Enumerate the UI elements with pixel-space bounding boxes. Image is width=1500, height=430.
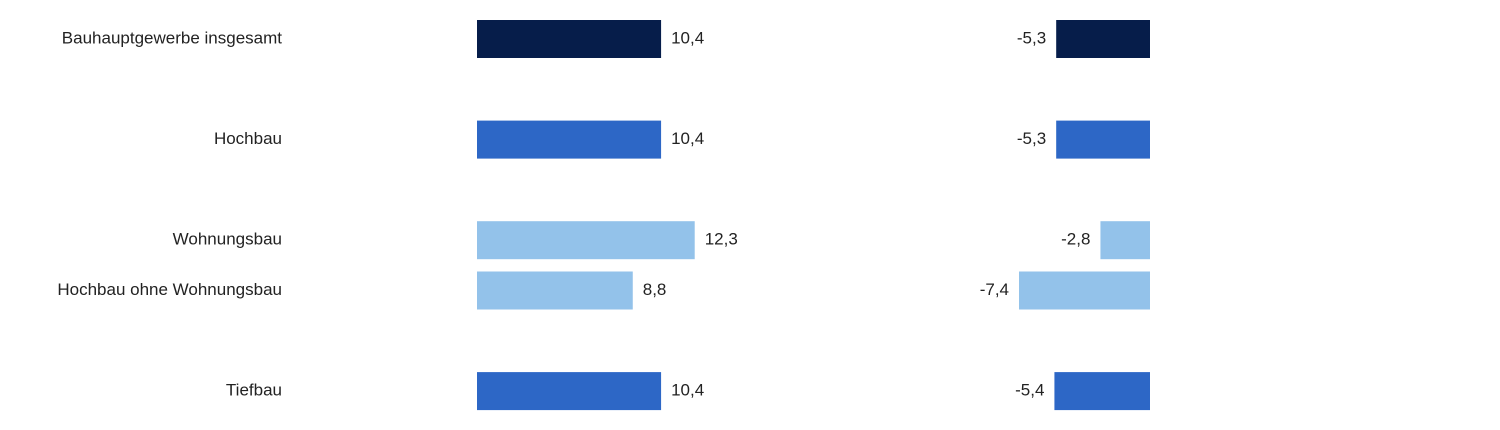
value-label: 10,4 — [671, 28, 704, 47]
value-label: -5,4 — [1015, 381, 1044, 400]
category-label: Tiefbau — [226, 381, 282, 400]
bar — [1019, 271, 1150, 310]
bar — [477, 20, 662, 58]
value-label: 8,8 — [643, 280, 667, 299]
bar — [1054, 372, 1150, 411]
value-label: -5,3 — [1017, 129, 1046, 148]
category-label: Hochbau ohne Wohnungsbau — [57, 280, 282, 299]
value-label: 10,4 — [671, 129, 704, 148]
bar — [1100, 221, 1150, 260]
value-label: 12,3 — [705, 230, 738, 249]
bar — [477, 372, 662, 411]
category-label: Hochbau — [214, 129, 282, 148]
category-label: Bauhauptgewerbe insgesamt — [62, 28, 282, 47]
value-label: 10,4 — [671, 381, 704, 400]
bar — [477, 120, 662, 159]
category-label: Wohnungsbau — [173, 230, 282, 249]
bar — [1056, 120, 1150, 159]
bar — [1056, 20, 1150, 58]
bar — [477, 221, 695, 260]
value-label: -5,3 — [1017, 28, 1046, 47]
value-label: -2,8 — [1061, 230, 1090, 249]
bar — [477, 271, 633, 310]
value-label: -7,4 — [980, 280, 1009, 299]
